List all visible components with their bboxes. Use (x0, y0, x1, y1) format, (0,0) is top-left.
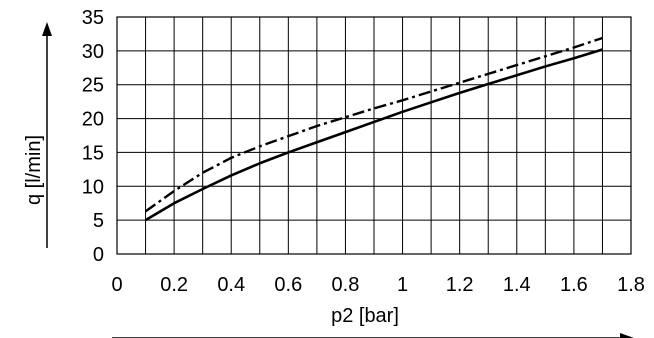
y-tick-label-3: 15 (82, 142, 104, 164)
x-tick-label-6: 1.2 (446, 274, 474, 296)
x-tick-label-7: 1.4 (503, 274, 531, 296)
x-axis-title-group: p2 [bar] (331, 305, 399, 327)
y-axis-title-group: q [l/min] (23, 135, 45, 205)
x-tick-label-5: 1 (397, 274, 408, 296)
y-tick-label-7: 35 (82, 7, 104, 29)
y-tick-label-0: 0 (93, 244, 104, 266)
x-tick-label-0: 0 (111, 274, 122, 296)
plot-frame (116, 16, 632, 255)
y-axis-arrow (42, 22, 52, 248)
y-axis-title: q [l/min] (23, 135, 45, 205)
y-tick-label-6: 30 (82, 41, 104, 63)
x-axis-title: p2 [bar] (331, 305, 399, 327)
y-tick-label-5: 25 (82, 75, 104, 97)
x-tick-label-3: 0.6 (274, 274, 302, 296)
y-tick-label-1: 5 (93, 210, 104, 232)
x-tick-label-2: 0.4 (217, 274, 245, 296)
y-tick-label-2: 10 (82, 176, 104, 198)
x-axis-arrow (112, 333, 634, 338)
x-axis-arrow-head (620, 333, 634, 338)
label-layer: 0 0.2 0.4 0.6 0.8 1 1.2 1.4 1.6 1.8 0 5 10 15 20 25 30 35 (82, 7, 645, 296)
series-layer (144, 36, 603, 222)
x-tick-label-4: 0.8 (332, 274, 360, 296)
y-axis-arrow-head (42, 22, 52, 36)
x-tick-label-1: 0.2 (160, 274, 188, 296)
grid-layer (116, 16, 632, 255)
x-tick-label-9: 1.8 (617, 274, 645, 296)
y-tick-label-4: 20 (82, 109, 104, 131)
x-tick-label-8: 1.6 (560, 274, 588, 296)
series-solid-line (144, 48, 603, 222)
